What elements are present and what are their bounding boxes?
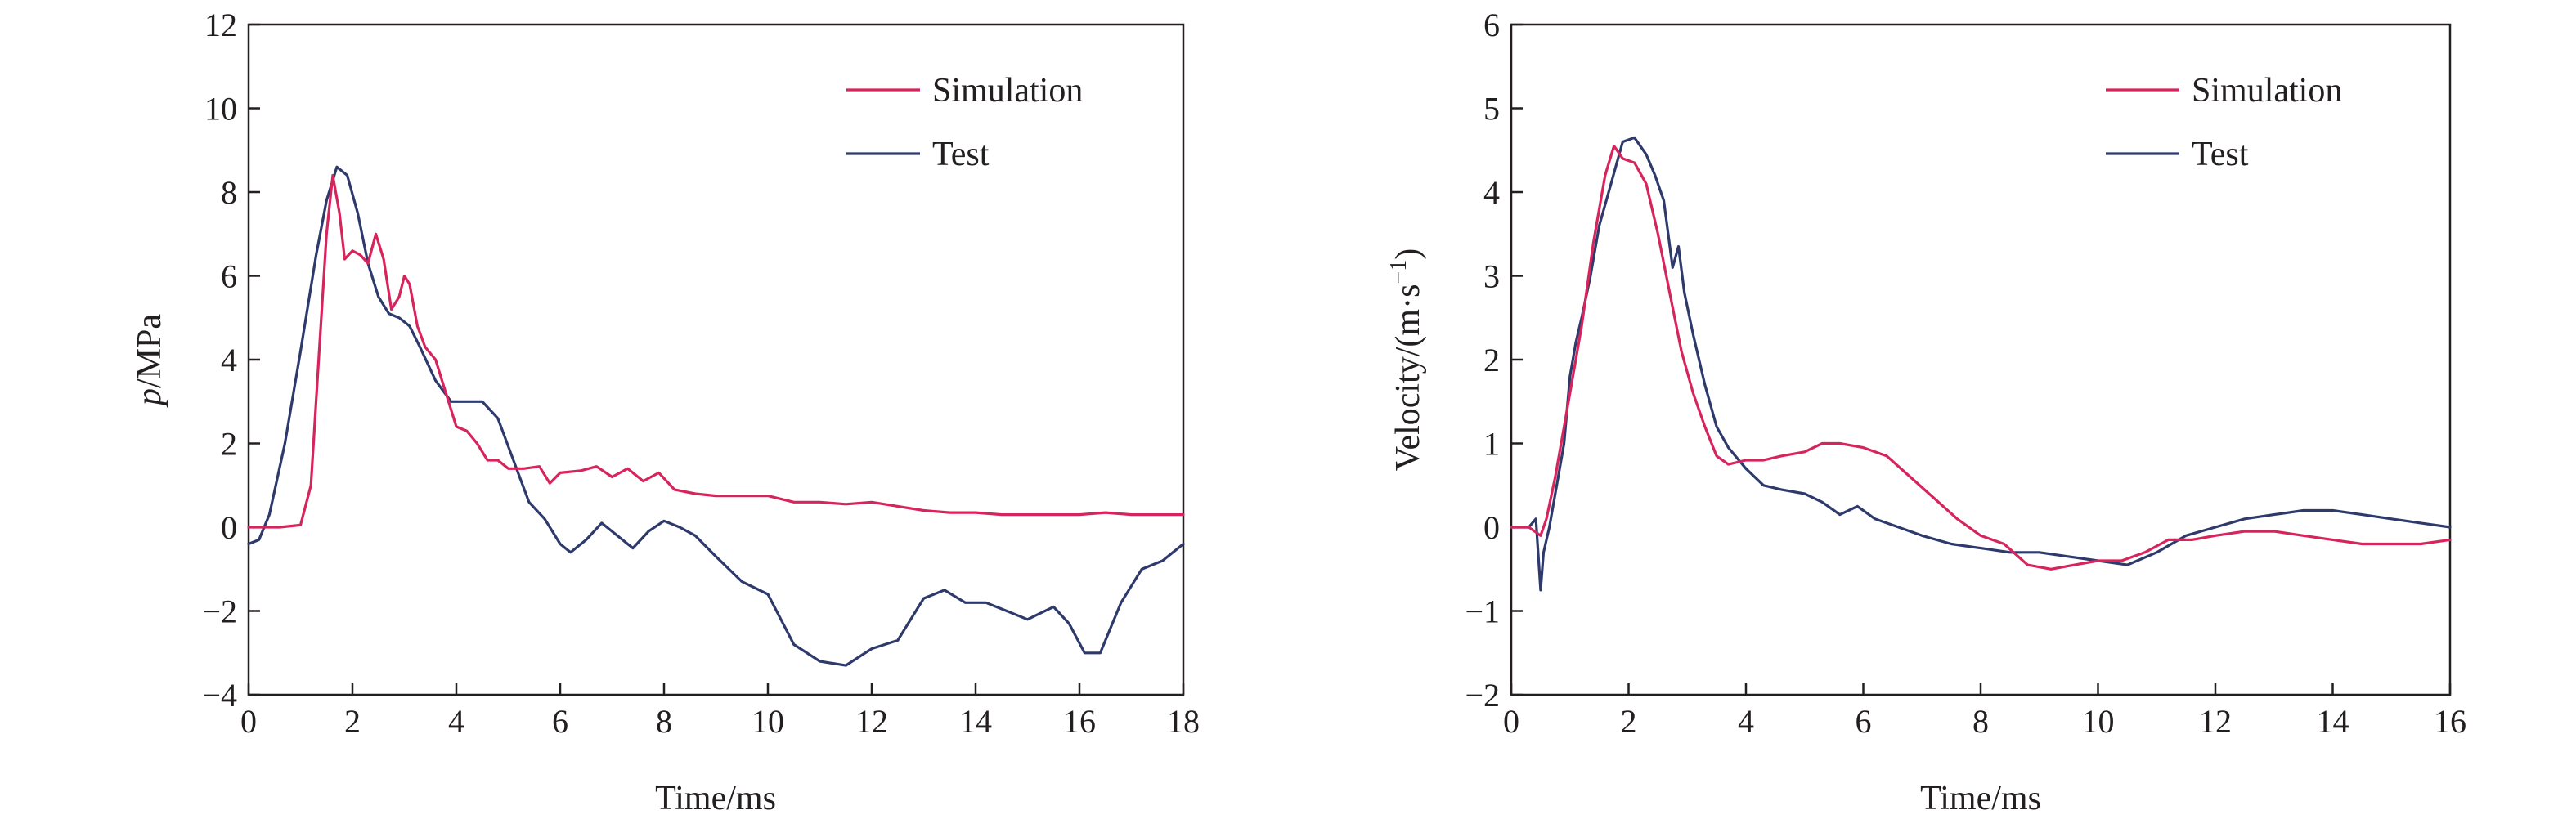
velocity-y-tick-label: −2	[1465, 677, 1500, 714]
velocity-y-axis-label: Velocity/(m·s−1)	[1386, 248, 1427, 471]
pressure-y-ticks: −4 −2 0 2 4 6 8 10 12	[202, 7, 260, 714]
velocity-x-tick-label: 2	[1621, 703, 1637, 740]
velocity-x-tick-label: 14	[2317, 703, 2349, 740]
velocity-simulation-line	[1510, 145, 2452, 571]
velocity-x-tick-label: 12	[2199, 703, 2232, 740]
pressure-x-tick-label: 14	[959, 703, 992, 740]
pressure-chart: 0 2 4 6 8 10 12 14 16 18 −4 −2 0 2 4 6 8 10 12 Time/ms p/…	[131, 7, 1200, 817]
pressure-y-tick-label: 4	[221, 342, 237, 378]
velocity-y-tick-label: 3	[1483, 258, 1500, 295]
pressure-x-tick-label: 2	[344, 703, 361, 740]
velocity-legend-test-label: Test	[2192, 136, 2249, 173]
pressure-x-tick-label: 18	[1167, 703, 1200, 740]
pressure-y-tick-label: 2	[221, 426, 237, 463]
velocity-y-tick-label: 6	[1483, 7, 1500, 43]
velocity-x-ticks: 0 2 4 6 8 10 12 14 16	[1503, 683, 2466, 740]
velocity-series-lines	[1510, 136, 2452, 592]
velocity-y-axis-label-exponent: −1	[1386, 260, 1411, 284]
pressure-x-tick-label: 0	[240, 703, 257, 740]
pressure-x-tick-label: 6	[552, 703, 568, 740]
velocity-x-tick-label: 6	[1856, 703, 1872, 740]
velocity-y-tick-label: 2	[1483, 342, 1500, 378]
pressure-y-tick-label: 8	[221, 174, 237, 211]
pressure-x-tick-label: 12	[855, 703, 888, 740]
velocity-y-axis-label-main: Velocity/(m·s	[1389, 284, 1427, 472]
pressure-y-tick-label: −2	[202, 593, 237, 630]
pressure-plot-frame	[247, 23, 1185, 696]
pressure-x-tick-label: 16	[1063, 703, 1096, 740]
pressure-x-ticks: 0 2 4 6 8 10 12 14 16 18	[240, 683, 1200, 740]
velocity-legend-simulation-label: Simulation	[2192, 72, 2342, 110]
velocity-x-tick-label: 8	[1972, 703, 1989, 740]
velocity-plot-frame	[1510, 23, 2452, 696]
velocity-x-tick-label: 0	[1503, 703, 1519, 740]
pressure-y-tick-label: 0	[221, 509, 237, 546]
velocity-y-tick-label: 4	[1483, 174, 1500, 211]
pressure-y-tick-label: 10	[204, 91, 237, 128]
velocity-x-axis-label: Time/ms	[1920, 780, 2041, 817]
velocity-y-tick-label: 5	[1483, 91, 1500, 128]
velocity-x-tick-label: 16	[2434, 703, 2466, 740]
pressure-y-axis-label: p/MPa	[131, 314, 168, 408]
pressure-legend: Simulation Test	[846, 72, 1083, 173]
velocity-y-tick-label: 1	[1483, 426, 1500, 463]
pressure-series-lines	[247, 165, 1185, 667]
pressure-y-axis-label-symbol: p	[131, 388, 168, 408]
velocity-y-tick-label: −1	[1465, 593, 1500, 630]
pressure-y-tick-label: −4	[202, 677, 237, 714]
pressure-x-tick-label: 4	[448, 703, 464, 740]
velocity-y-tick-label: 0	[1483, 509, 1500, 546]
velocity-x-tick-label: 10	[2082, 703, 2115, 740]
pressure-simulation-line	[247, 173, 1185, 529]
pressure-y-axis-label-unit: /MPa	[131, 314, 168, 388]
pressure-x-tick-label: 8	[656, 703, 672, 740]
velocity-legend: Simulation Test	[2106, 72, 2342, 173]
velocity-y-axis-label-close: )	[1389, 248, 1427, 260]
pressure-test-line	[247, 165, 1185, 667]
pressure-y-tick-label: 6	[221, 258, 237, 295]
pressure-x-axis-label: Time/ms	[655, 780, 776, 817]
velocity-test-line	[1510, 136, 2452, 592]
velocity-x-tick-label: 4	[1738, 703, 1754, 740]
pressure-legend-simulation-label: Simulation	[932, 72, 1083, 110]
velocity-y-ticks: −2 −1 0 1 2 3 4 5 6	[1465, 7, 1523, 714]
pressure-y-tick-label: 12	[204, 7, 237, 43]
pressure-legend-test-label: Test	[932, 136, 990, 173]
pressure-x-tick-label: 10	[752, 703, 784, 740]
